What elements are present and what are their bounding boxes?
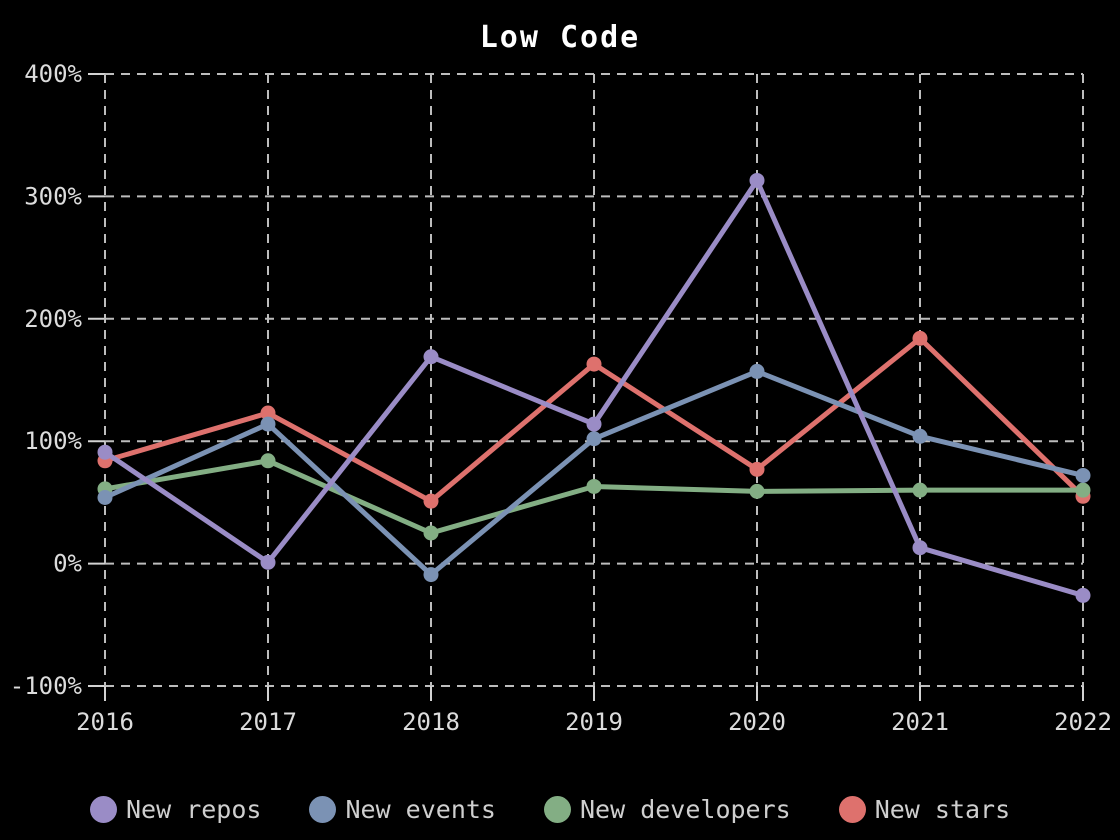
data-point-new-events-2016 (97, 490, 113, 506)
legend-item-new-repos[interactable]: New repos (90, 795, 261, 824)
data-point-new-developers-2017 (260, 453, 276, 469)
legend-dot-icon (309, 795, 337, 823)
data-point-new-repos-2020 (749, 172, 765, 188)
data-point-new-developers-2022 (1075, 482, 1091, 498)
data-point-new-stars-2019 (586, 356, 602, 372)
y-tick-label: 200% (24, 305, 82, 333)
legend-item-new-stars[interactable]: New stars (838, 794, 1011, 824)
legend-dot-icon (543, 795, 571, 823)
y-tick-label: 400% (24, 60, 82, 88)
data-point-new-repos-2022 (1075, 587, 1091, 603)
data-point-new-events-2018 (423, 567, 439, 583)
data-point-new-developers-2018 (423, 525, 439, 541)
data-point-new-developers-2020 (749, 483, 765, 499)
legend-dot-icon (838, 795, 866, 823)
data-point-new-events-2021 (912, 428, 928, 444)
chart-title: Low Code (479, 20, 641, 55)
legend-item-new-events[interactable]: New events (309, 795, 496, 824)
data-point-new-stars-2021 (912, 330, 928, 346)
y-tick-label: 100% (24, 427, 82, 455)
legend-label: New repos (126, 794, 262, 824)
data-point-new-repos-2018 (423, 349, 439, 365)
legend-label: New developers (579, 794, 791, 824)
line-chart: 400% 300% 200% 100% 0% -100% 2016 2017 2018 2019 2… (10, 60, 1112, 736)
data-point-new-events-2017 (260, 416, 276, 432)
data-point-new-repos-2017 (260, 554, 276, 570)
legend-dot-icon (90, 795, 117, 823)
data-point-new-events-2019 (586, 431, 602, 447)
x-tick-label: 2019 (565, 708, 623, 736)
data-point-new-developers-2021 (912, 482, 928, 498)
y-tick-label: 0% (53, 550, 82, 578)
data-point-new-stars-2017 (260, 405, 276, 421)
data-point-new-events-2022 (1075, 467, 1091, 483)
data-point-new-repos-2016 (97, 444, 113, 460)
x-tick-label: 2022 (1054, 708, 1112, 736)
data-point-new-repos-2021 (912, 540, 928, 556)
legend-label: New stars (874, 794, 1011, 824)
x-tick-label: 2020 (728, 708, 786, 736)
data-point-new-developers-2019 (586, 478, 602, 494)
data-point-new-events-2020 (749, 363, 765, 379)
x-tick-label: 2016 (76, 708, 134, 736)
legend-item-new-developers[interactable]: New developers (543, 794, 791, 824)
x-tick-label: 2018 (402, 708, 460, 736)
legend-label: New events (345, 794, 496, 824)
x-tick-label: 2021 (891, 708, 949, 736)
y-tick-label: -100% (10, 672, 83, 700)
x-tick-label: 2017 (239, 708, 297, 736)
y-tick-label: 300% (24, 182, 82, 210)
legend: New repos New events New developers New sta… (90, 786, 1010, 832)
data-point-new-stars-2018 (423, 493, 439, 509)
data-point-new-stars-2020 (749, 461, 765, 477)
data-point-new-repos-2019 (586, 416, 602, 432)
